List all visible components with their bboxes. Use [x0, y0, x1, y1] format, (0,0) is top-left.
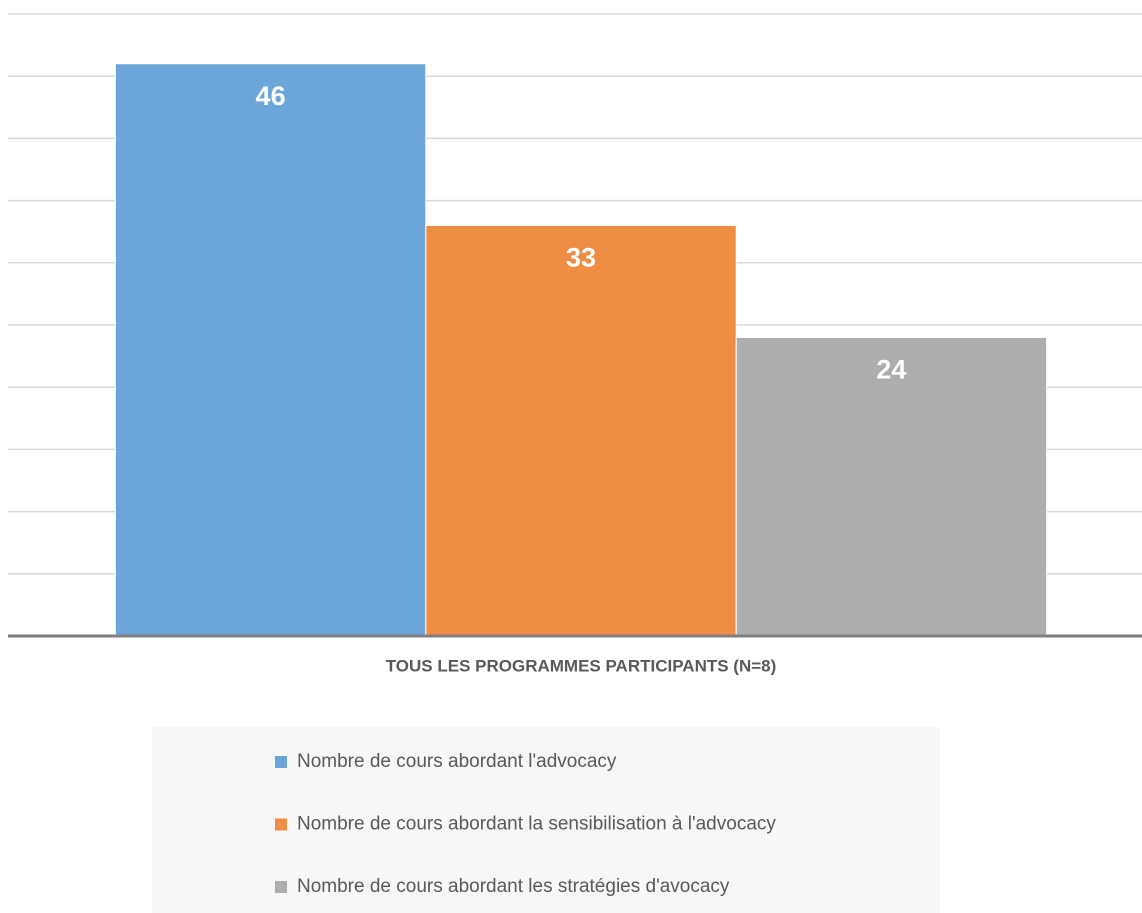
legend-swatch [275, 818, 287, 831]
bar [425, 224, 737, 637]
legend-swatch [275, 881, 287, 893]
data-label: 24 [876, 355, 906, 385]
x-tick-label: TOUS LES PROGRAMMES PARTICIPANTS (N=8) [386, 656, 777, 675]
legend-swatch [275, 756, 287, 768]
bar [114, 63, 427, 637]
legend-label: Nombre de cours abordant l'advocacy [297, 751, 617, 772]
legend-label: Nombre de cours abordant les stratégies … [297, 876, 730, 897]
bar [735, 336, 1048, 637]
legend-label: Nombre de cours abordant la sensibilisat… [297, 814, 776, 835]
data-label: 46 [256, 81, 286, 111]
data-label: 33 [566, 243, 596, 273]
